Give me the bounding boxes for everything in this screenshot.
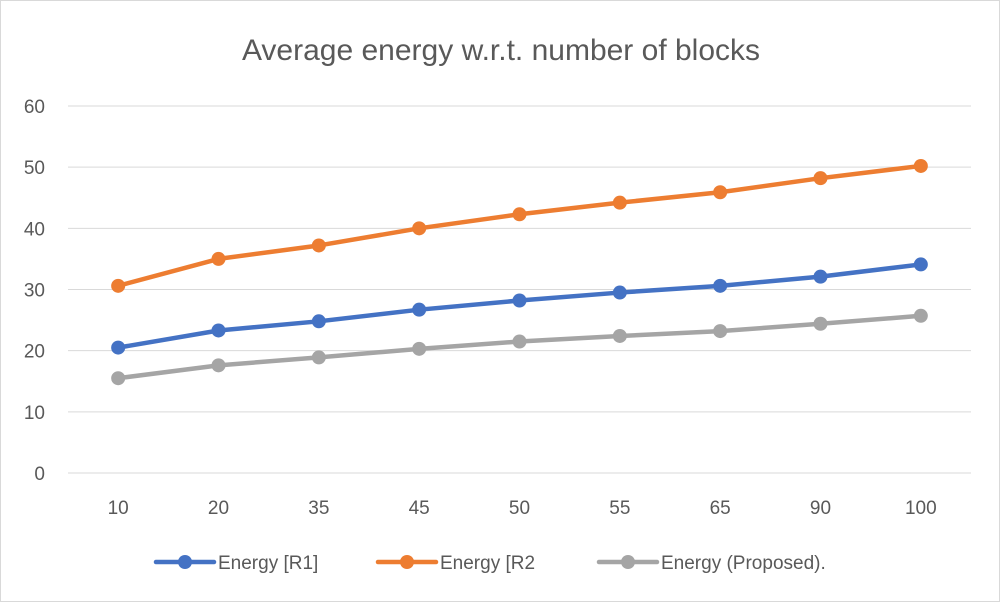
data-point <box>913 158 928 173</box>
data-point <box>412 302 427 317</box>
legend-label: Energy (Proposed). <box>661 553 826 574</box>
data-point <box>612 328 627 343</box>
y-axis-ticks: 0 10 20 30 40 50 60 <box>24 97 45 485</box>
data-point <box>211 323 226 338</box>
chart-title: Average energy w.r.t. number of blocks <box>242 34 760 67</box>
data-point <box>111 340 126 355</box>
series-group <box>111 158 928 386</box>
data-point <box>111 371 126 386</box>
legend-item-3: Energy (Proposed). <box>596 553 826 574</box>
legend-marker <box>400 555 414 569</box>
data-point <box>813 171 828 186</box>
x-tick-label: 65 <box>710 498 731 519</box>
y-tick-label: 60 <box>24 97 45 118</box>
y-tick-label: 20 <box>24 342 45 363</box>
legend: Energy [R1] Energy [R2 Energy (Proposed). <box>153 553 826 574</box>
legend-marker <box>178 555 192 569</box>
data-point <box>913 257 928 272</box>
series-3 <box>111 308 928 386</box>
legend-label: Energy [R2 <box>440 553 535 574</box>
x-tick-label: 45 <box>409 498 430 519</box>
data-point <box>512 293 527 308</box>
series-line-2 <box>115 163 924 289</box>
data-point <box>913 308 928 323</box>
y-tick-label: 10 <box>24 403 45 424</box>
x-tick-label: 50 <box>509 498 530 519</box>
series-1 <box>111 257 928 355</box>
y-tick-label: 50 <box>24 158 45 179</box>
y-tick-label: 0 <box>34 464 45 485</box>
data-point <box>813 316 828 331</box>
x-tick-label: 35 <box>308 498 329 519</box>
legend-label: Energy [R1] <box>218 553 318 574</box>
data-point <box>311 350 326 365</box>
data-point <box>512 334 527 349</box>
data-point <box>111 278 126 293</box>
legend-marker <box>621 555 635 569</box>
data-point <box>612 195 627 210</box>
x-tick-label: 90 <box>810 498 831 519</box>
data-point <box>311 314 326 329</box>
data-point <box>311 238 326 253</box>
x-tick-label: 20 <box>208 498 229 519</box>
data-point <box>713 278 728 293</box>
data-point <box>512 207 527 222</box>
x-tick-label: 10 <box>108 498 129 519</box>
y-tick-label: 40 <box>24 219 45 240</box>
series-2 <box>111 158 928 293</box>
x-tick-label: 55 <box>609 498 630 519</box>
gridlines <box>68 105 971 474</box>
data-point <box>813 269 828 284</box>
y-tick-label: 30 <box>24 281 45 302</box>
x-tick-label: 100 <box>905 498 937 519</box>
data-point <box>412 221 427 236</box>
x-axis-ticks: 10 20 35 45 50 55 65 90 100 <box>108 498 937 519</box>
data-point <box>713 324 728 339</box>
data-point <box>713 185 728 200</box>
data-point <box>211 358 226 373</box>
data-point <box>412 341 427 356</box>
data-point <box>612 285 627 300</box>
legend-item-1: Energy [R1] <box>153 553 318 574</box>
data-point <box>211 251 226 266</box>
legend-item-2: Energy [R2 <box>375 553 535 574</box>
